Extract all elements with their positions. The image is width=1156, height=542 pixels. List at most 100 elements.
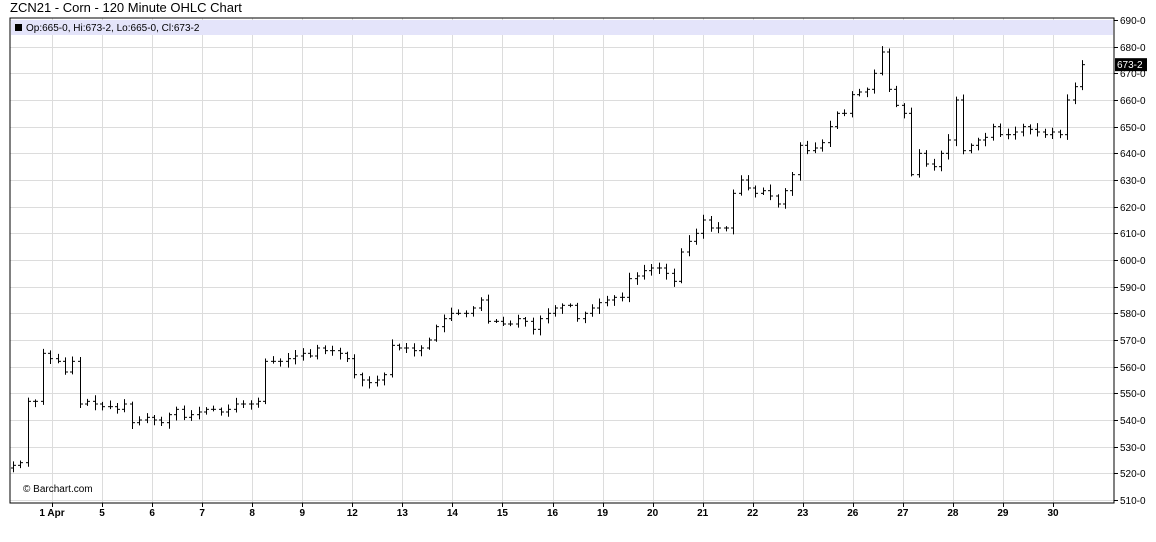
ohlc-bar — [308, 349, 313, 358]
last-price-label: 673-2 — [1117, 60, 1143, 71]
y-tick-label: 590-0 — [1120, 283, 1146, 294]
ohlc-bar — [538, 315, 543, 336]
ohlc-bar — [605, 295, 610, 307]
x-tick-label: 14 — [447, 508, 459, 519]
ohlc-bar — [85, 398, 90, 406]
ohlc-bar — [716, 222, 721, 234]
ohlc-bar — [635, 272, 640, 285]
ohlc-bar — [182, 405, 187, 421]
ohlc-bar — [857, 88, 862, 97]
ohlc-bar — [805, 140, 810, 155]
ohlc-bar — [159, 416, 164, 426]
ohlc-bar — [998, 123, 1003, 138]
x-axis: 1 Apr 5 6 7 8 9 12 13 14 15 16 19 20 21 22 23 26 27 28 29 30 — [39, 503, 1059, 519]
ohlc-bar — [597, 298, 602, 314]
ohlc-bar — [776, 194, 781, 208]
ohlc-bar — [739, 175, 744, 196]
ohlc-bar — [709, 215, 714, 232]
ohlc-bar — [360, 372, 365, 387]
ohlc-bar — [412, 343, 417, 357]
ohlc-bar — [404, 343, 409, 353]
ohlc-bar — [924, 150, 929, 167]
ohlc-bar — [932, 158, 937, 171]
ohlc-bar — [204, 407, 209, 415]
x-tick-label: 5 — [99, 508, 105, 519]
ohlc-bar — [419, 345, 424, 357]
ohlc-bar — [471, 306, 476, 317]
x-tick-label: 29 — [997, 508, 1009, 519]
x-tick-label: 21 — [697, 508, 709, 519]
ohlc-bar — [286, 352, 291, 368]
ohlc-bar — [41, 348, 46, 405]
ohlc-bar — [1080, 60, 1085, 91]
ohlc-bar — [323, 345, 328, 355]
ohlc-bar — [56, 353, 61, 364]
ohlc-bar — [946, 134, 951, 160]
y-tick-label: 690-0 — [1120, 16, 1146, 27]
ohlc-bar — [813, 142, 818, 154]
ohlc-bar — [1021, 123, 1026, 137]
ohlc-bar — [746, 175, 751, 191]
ohlc-bar — [753, 185, 758, 198]
ohlc-bar — [501, 316, 506, 327]
ohlc-bar — [612, 295, 617, 306]
ohlc-bar — [219, 407, 224, 416]
ohlc-bar — [798, 142, 803, 181]
ohlc-bar — [523, 317, 528, 327]
ohlc-bar — [590, 304, 595, 317]
ohlc-bar — [434, 324, 439, 342]
ohlc-bar — [449, 307, 454, 321]
ohlc-bar — [100, 401, 105, 411]
ohlc-legend: Op:665-0, Hi:673-2, Lo:665-0, Cl:673-2 — [26, 23, 200, 34]
ohlc-bar — [301, 348, 306, 361]
ohlc-bar — [568, 303, 573, 308]
ohlc-bar — [783, 188, 788, 209]
ohlc-bar — [189, 410, 194, 421]
ohlc-bar — [130, 401, 135, 429]
x-tick-label: 20 — [647, 508, 659, 519]
x-tick-label: 30 — [1047, 508, 1059, 519]
ohlc-bar — [724, 226, 729, 232]
ohlc-bar — [249, 400, 254, 410]
x-tick-label: 22 — [747, 508, 759, 519]
x-tick-label: 6 — [149, 508, 155, 519]
ohlc-bar — [93, 395, 98, 411]
ohlc-bar — [345, 351, 350, 362]
ohlc-bar — [560, 303, 565, 314]
ohlc-bar — [271, 356, 276, 364]
plot-frame — [9, 17, 1115, 504]
ohlc-bar — [887, 48, 892, 93]
ohlc-bar — [664, 263, 669, 280]
ohlc-bar — [620, 292, 625, 302]
ohlc-bar — [969, 143, 974, 154]
ohlc-bar — [33, 399, 38, 408]
x-tick-label: 1 Apr — [39, 508, 64, 519]
ohlc-bar — [442, 314, 447, 333]
ohlc-bar — [575, 302, 580, 322]
ohlc-bar — [991, 123, 996, 141]
ohlc-bar — [152, 414, 157, 426]
ohlc-bar — [983, 132, 988, 147]
x-tick-label: 19 — [597, 508, 609, 519]
ohlc-bar — [1058, 129, 1063, 139]
ohlc-bar — [917, 149, 922, 178]
ohlc-bar — [1065, 94, 1070, 140]
ohlc-bar — [1073, 82, 1078, 105]
ohlc-bar — [78, 357, 83, 408]
ohlc-bar — [464, 310, 469, 318]
ohlc-bar — [954, 96, 959, 147]
ohlc-bar — [241, 400, 246, 408]
ohlc-bar — [375, 375, 380, 387]
y-tick-label: 610-0 — [1120, 229, 1146, 240]
ohlc-bar — [293, 349, 298, 365]
x-tick-label: 23 — [797, 508, 809, 519]
y-tick-label: 670-0 — [1120, 69, 1146, 80]
ohlc-bar — [939, 150, 944, 172]
ohlc-bar — [211, 405, 216, 412]
y-tick-label: 640-0 — [1120, 149, 1146, 160]
ohlc-bar — [226, 404, 231, 417]
ohlc-bar — [115, 403, 120, 414]
ohlc-bar — [976, 137, 981, 151]
chart-title: ZCN21 - Corn - 120 Minute OHLC Chart — [10, 0, 242, 15]
